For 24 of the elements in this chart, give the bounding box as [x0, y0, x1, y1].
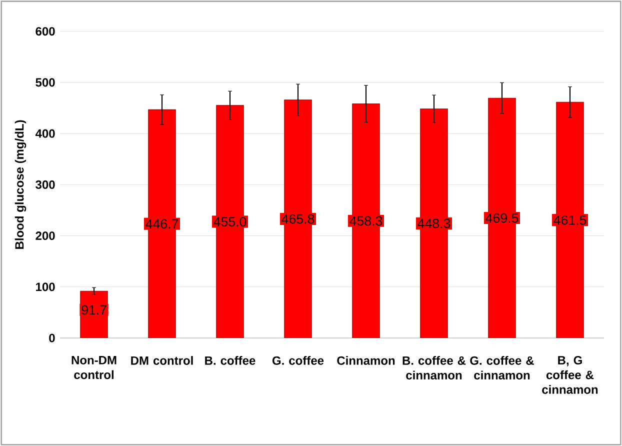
data-label: 469.5: [486, 213, 518, 223]
x-tick-label: B. coffee: [205, 356, 256, 365]
x-tick-label: B, G coffee & cinnamon: [542, 356, 598, 394]
x-tick-label: G. coffee & cinnamon: [470, 356, 534, 380]
x-tick-label: B. coffee & cinnamon: [402, 356, 466, 380]
y-axis-title: Blood glucose (mg/dL): [14, 120, 26, 249]
y-tick-label: 300: [36, 180, 55, 189]
x-tick-label: Non-DM control: [72, 356, 116, 380]
y-tick-label: 400: [35, 129, 55, 138]
x-tick-label: DM control: [131, 356, 193, 365]
y-tick-label: 200: [36, 232, 55, 240]
x-tick-label: G. coffee: [272, 356, 324, 365]
data-label: 458.3: [350, 216, 382, 226]
y-tick-label: 0: [49, 334, 55, 342]
y-tick-label: 100: [36, 282, 55, 292]
data-label: 455.0: [214, 216, 246, 226]
data-label: 461.5: [554, 215, 586, 225]
data-label: 446.7: [146, 219, 178, 229]
data-label: 465.8: [282, 214, 314, 224]
x-tick-label: Cinnamon: [337, 356, 395, 365]
y-tick-label: 500: [36, 78, 55, 87]
data-label: 91.7: [82, 305, 106, 315]
y-tick-label: 600: [36, 27, 55, 36]
data-label: 448.3: [418, 218, 450, 228]
